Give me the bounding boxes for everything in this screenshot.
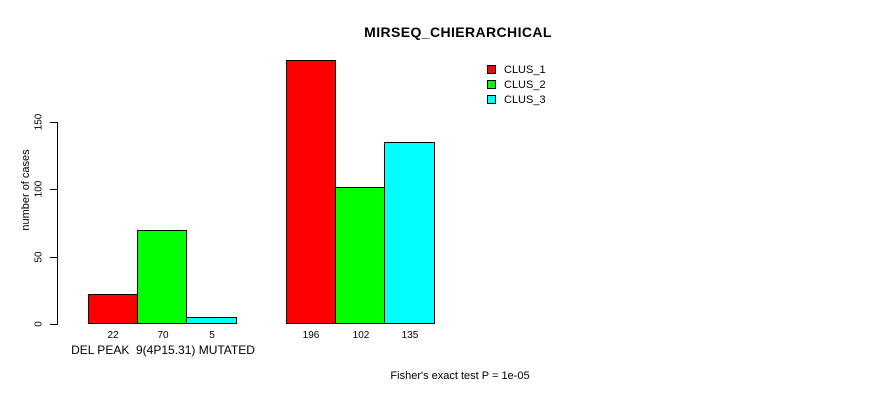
bar-value-label: 22 — [107, 330, 119, 341]
y-axis-line — [57, 122, 58, 325]
bar — [286, 60, 336, 324]
legend-label: CLUS_1 — [504, 63, 546, 76]
legend-label: CLUS_2 — [504, 78, 546, 91]
legend-swatch — [487, 65, 496, 74]
bar-value-label: 70 — [157, 330, 169, 341]
y-tick-label: 0 — [33, 321, 45, 327]
bar — [335, 187, 385, 324]
legend-swatch — [487, 95, 496, 104]
chart-title: MIRSEQ_CHIERARCHICAL — [364, 24, 552, 40]
y-tick — [50, 189, 57, 190]
y-tick-label: 150 — [33, 113, 45, 131]
bar — [384, 142, 435, 324]
legend-swatch — [487, 80, 496, 89]
legend-row: CLUS_1 — [487, 62, 546, 77]
y-axis-title: number of cases — [20, 149, 32, 231]
legend: CLUS_1 CLUS_2 CLUS_3 — [487, 62, 546, 107]
bar — [137, 230, 187, 324]
bar-value-label: 5 — [209, 330, 215, 341]
y-tick-label: 50 — [33, 251, 45, 263]
y-tick-label: 100 — [33, 180, 45, 198]
legend-row: CLUS_3 — [487, 92, 546, 107]
y-tick — [50, 257, 57, 258]
legend-row: CLUS_2 — [487, 77, 546, 92]
bar-value-label: 135 — [401, 330, 419, 341]
bar — [186, 317, 237, 324]
y-tick — [50, 324, 57, 325]
bar-value-label: 102 — [352, 330, 370, 341]
bar — [88, 294, 138, 324]
y-tick — [50, 122, 57, 123]
legend-label: CLUS_3 — [504, 93, 546, 106]
footnote: Fisher's exact test P = 1e-05 — [390, 370, 530, 382]
bar-value-label: 196 — [302, 330, 320, 341]
x-axis-group-label: DEL PEAK 9(4P15.31) MUTATED — [71, 343, 255, 357]
